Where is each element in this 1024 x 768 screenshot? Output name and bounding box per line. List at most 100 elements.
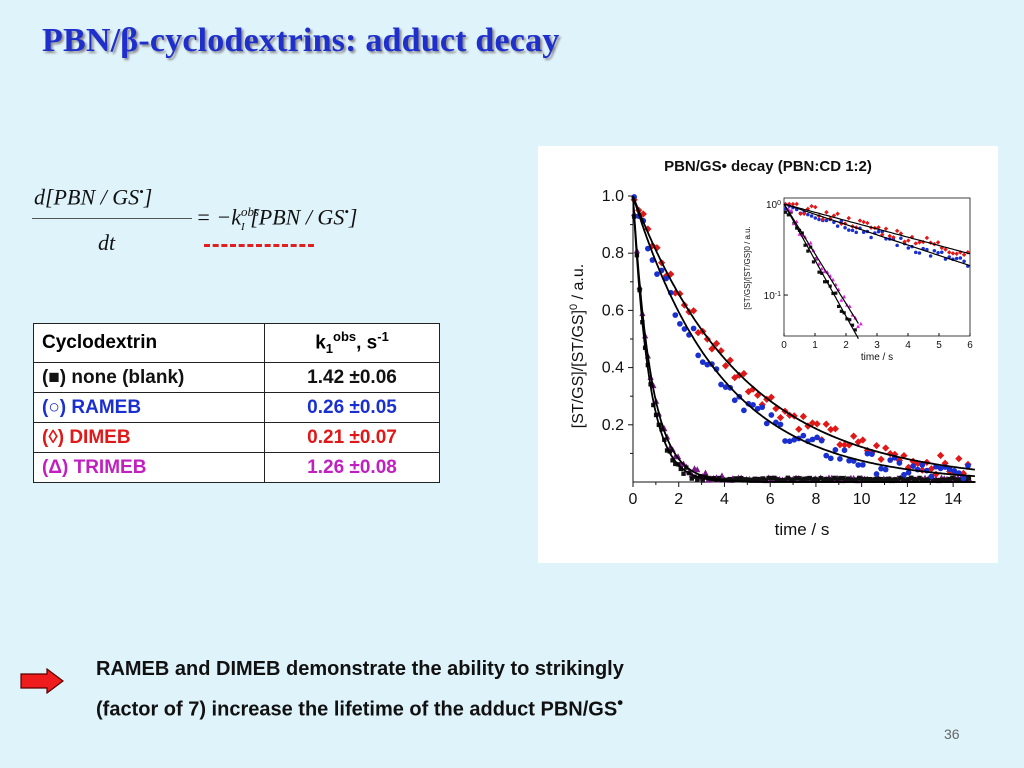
data-point-square [853,328,857,332]
y-tick-label: 0.6 [602,302,624,319]
x-tick-label: 0 [629,491,638,508]
x-axis-label: time / s [775,520,830,539]
data-point-square [697,473,703,479]
data-point-diamond [936,451,945,460]
y-tick-label: 0.4 [602,360,624,377]
data-point-square [958,477,963,482]
data-point-square [755,476,760,482]
data-point-circle [827,455,834,462]
data-point-square [783,210,788,214]
data-point-circle [768,412,775,418]
data-point-circle [859,461,866,468]
data-point-square [771,475,777,481]
data-point-circle [901,471,907,478]
data-point-square [936,478,941,483]
data-point-square [917,475,922,481]
data-point-square [717,475,722,481]
data-point-diamond [749,385,757,393]
data-point-square [681,471,686,476]
data-point-diamond [857,218,863,223]
data-point-diamond [898,231,904,236]
data-point-diamond [935,240,941,245]
data-point-circle [677,320,683,327]
decay-chart: PBN/GS• decay (PBN:CD 1:2) 0 2 4 6 8 10 12 14 0.2… [538,146,998,563]
data-point-diamond [946,250,952,255]
data-point-circle [869,451,875,457]
data-point-diamond [824,210,829,215]
data-point-diamond [740,369,748,378]
equation-numerator: d[PBN / GS•] [34,184,153,210]
data-point-square [797,228,802,232]
data-point-circle [896,460,903,466]
data-point-circle [654,271,660,277]
page-number: 36 [944,726,960,742]
data-point-diamond [836,441,844,449]
data-point-square [832,475,837,481]
data-point-diamond [906,238,911,243]
inset-x-tick-label: 0 [781,340,787,351]
data-point-diamond [689,307,698,315]
data-point-circle [786,438,793,445]
data-point-square [922,478,928,483]
data-point-circle [645,245,651,252]
data-point-circle [681,326,688,332]
data-point-square [791,477,796,483]
data-point-circle [823,452,830,459]
data-point-square [963,477,969,482]
data-point-circle [928,254,933,258]
inset-fit-line [783,203,971,255]
equation-denominator: dt [98,230,116,255]
data-point-circle [817,217,821,222]
data-point-circle [958,256,963,260]
data-point-circle [887,457,894,463]
data-point-square [738,476,744,481]
data-point-circle [695,352,702,359]
data-point-square [700,478,705,483]
data-point-square [727,476,733,482]
data-point-circle [913,250,918,255]
data-point-square [744,477,749,482]
row-value: 1.26 ±0.08 [264,452,440,483]
data-point-square [786,213,790,217]
data-point-square [749,477,755,483]
data-point-circle [699,359,706,365]
rate-constant-underline [204,244,314,247]
data-point-triangle [858,321,863,326]
data-point-circle [895,243,899,248]
data-point-diamond [744,387,753,396]
data-point-circle [869,235,873,240]
data-point-circle [946,466,953,473]
data-point-square [884,477,889,482]
data-point-square [752,476,758,482]
data-point-diamond [883,226,889,232]
data-point-square [834,477,840,483]
data-point-square [903,478,908,483]
data-point-diamond [850,432,858,440]
data-point-circle [850,228,855,233]
data-point-triangle [803,234,807,239]
data-point-square [955,477,961,483]
data-point-square [793,476,799,481]
chart-title: PBN/GS• decay (PBN:CD 1:2) [664,158,872,175]
data-point-circle [882,466,889,473]
data-point-diamond [846,215,852,221]
data-point-diamond [813,420,821,428]
data-point-square [862,476,867,482]
data-point-square [933,478,939,483]
data-point-circle [932,248,937,253]
data-point-circle [741,407,747,414]
conclusion-line-2: (factor of 7) increase the lifetime of t… [96,693,624,721]
data-point-diamond [861,219,866,225]
data-point-square [848,318,852,322]
data-point-circle [763,420,770,427]
data-point-square [881,478,887,483]
data-point-diamond [831,425,840,433]
data-point-diamond [822,420,830,428]
data-point-diamond [835,211,840,217]
data-point-diamond [839,221,844,227]
data-point-triangle [814,256,819,260]
data-point-square [850,323,855,327]
data-point-square [865,477,870,482]
data-point-diamond [667,270,675,278]
data-point-square [914,477,919,483]
